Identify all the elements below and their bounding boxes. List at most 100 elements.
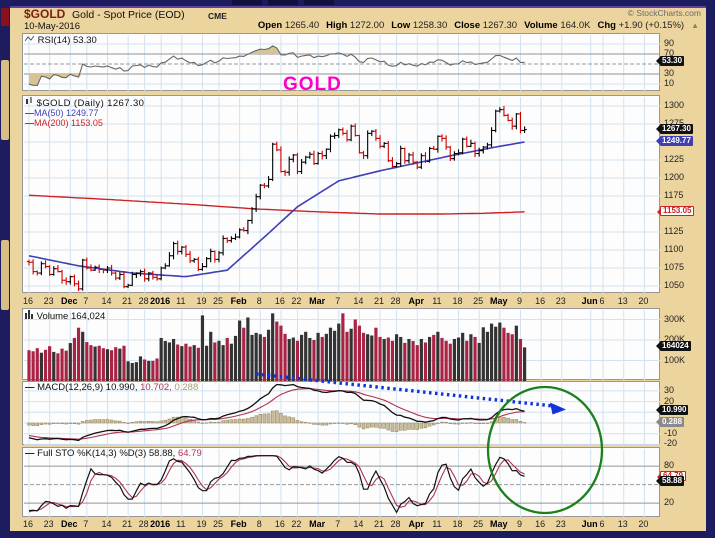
macd-histogram-bar	[456, 422, 461, 425]
quote-row: Open 1265.40 High 1272.00 Low 1258.30 Close…	[258, 20, 699, 31]
macd-histogram-bar	[109, 419, 114, 424]
macd-histogram-bar	[378, 422, 382, 429]
volume-icon	[25, 310, 33, 319]
volume-axis-tick: 200K	[664, 334, 686, 344]
volume-bar	[221, 345, 225, 381]
volume-bar	[506, 332, 510, 381]
macd-histogram-bar	[233, 419, 238, 424]
macd-histogram-bar	[142, 421, 147, 424]
volume-bar	[390, 340, 395, 381]
quote-chg: Chg +1.90 (+0.15%)	[597, 20, 685, 31]
date-label-bottom: 28	[138, 519, 149, 529]
date-label-bottom: 21	[374, 519, 385, 529]
volume-bar	[366, 334, 370, 381]
volume-bar	[254, 332, 258, 381]
macd-histogram-bar	[415, 422, 419, 430]
date-label-bottom: 7	[335, 519, 341, 529]
macd-histogram-bar	[72, 422, 77, 424]
window-edge-artifact	[1, 240, 9, 310]
volume-bar	[320, 336, 324, 381]
volume-bar	[271, 313, 275, 381]
macd-axis-tick: -10	[664, 428, 678, 438]
volume-bar	[291, 337, 295, 381]
macd-histogram-bar	[353, 422, 358, 425]
price-axis-tick: 1300	[664, 100, 685, 110]
date-label-mid: 11	[432, 296, 442, 306]
volume-bar	[523, 347, 527, 381]
volume-bar	[204, 345, 209, 381]
date-label-mid: 18	[452, 296, 463, 306]
ma200-line-sample: —	[25, 118, 34, 128]
date-label-bottom: 25	[473, 519, 484, 529]
volume-bar	[370, 335, 374, 381]
volume-bar	[279, 325, 283, 381]
macd-histogram-bar	[324, 422, 329, 426]
volume-bar	[192, 345, 196, 381]
volume-bar	[101, 348, 105, 381]
macd-histogram-bar	[68, 422, 73, 424]
macd-histogram-bar	[291, 417, 296, 424]
macd-histogram-bar	[225, 419, 229, 424]
volume-bar	[93, 346, 97, 381]
date-label-mid: Apr	[408, 296, 424, 306]
macd-histogram-bar	[237, 418, 242, 424]
volume-bar	[176, 344, 180, 381]
date-label-mid: May	[490, 296, 508, 306]
price-plot	[24, 97, 660, 293]
macd-histogram-bar	[250, 416, 254, 424]
date-label-bottom: 16	[535, 519, 546, 529]
date-label-bottom: 23	[43, 519, 54, 529]
quote-low: Low 1258.30	[391, 20, 448, 31]
macd-histogram-bar	[208, 421, 213, 424]
date-label-bottom: May	[490, 519, 508, 529]
volume-bar	[64, 350, 68, 381]
volume-bar	[130, 362, 134, 381]
macd-histogram-bar	[332, 422, 337, 424]
macd-histogram-bar	[35, 422, 40, 426]
macd-histogram-bar	[138, 420, 143, 424]
volume-bar	[56, 353, 60, 381]
macd-hist-value-box: 0.288	[656, 417, 685, 427]
callout-notch	[657, 208, 661, 216]
macd-histogram-bar	[493, 418, 498, 424]
rsi-axis-tick: 90	[664, 38, 675, 48]
volume-bar	[349, 328, 353, 381]
volume-bar	[407, 338, 411, 381]
volume-bar	[258, 334, 262, 381]
stochastics-legend: — Full STO %K(14,3) %D(3) 58.88, 64.79	[25, 448, 202, 459]
volume-bar	[229, 343, 233, 381]
macd-histogram-bar	[522, 422, 527, 424]
ma200-legend: —MA(200) 1153.05	[25, 118, 103, 128]
rsi-axis-tick: 10	[664, 78, 675, 88]
volume-bar	[518, 338, 523, 381]
date-label-bottom: Apr	[408, 519, 424, 529]
volume-bar	[60, 348, 64, 381]
volume-bar	[295, 340, 300, 381]
date-label-mid: Mar	[309, 296, 326, 306]
macd-histogram-bar	[184, 417, 188, 424]
macd-histogram-bar	[27, 422, 31, 426]
volume-bar	[147, 360, 151, 381]
macd-histogram-bar	[345, 422, 349, 425]
volume-bar	[494, 326, 498, 381]
volume-bar	[118, 348, 122, 381]
date-label-mid: 9	[516, 296, 522, 306]
date-label-bottom: 18	[452, 519, 463, 529]
macd-histogram-bar	[122, 422, 126, 424]
volume-bar	[374, 327, 378, 381]
macd-histogram-bar	[411, 422, 415, 430]
macd-histogram-bar	[436, 422, 440, 424]
volume-bar	[242, 327, 246, 381]
rsi-legend-text: RSI(14) 53.30	[37, 35, 97, 46]
macd-histogram-bar	[147, 420, 151, 424]
date-label-mid: 11	[176, 296, 186, 306]
volume-bar	[341, 313, 345, 381]
macd-histogram-bar	[320, 422, 324, 426]
macd-histogram-bar	[510, 419, 514, 424]
volume-bar	[345, 331, 349, 381]
volume-bar	[361, 332, 366, 381]
symbol-description: Gold - Spot Price (EOD)	[72, 9, 185, 21]
date-label-mid: Feb	[230, 296, 247, 306]
date-label-mid: 16	[22, 296, 34, 306]
